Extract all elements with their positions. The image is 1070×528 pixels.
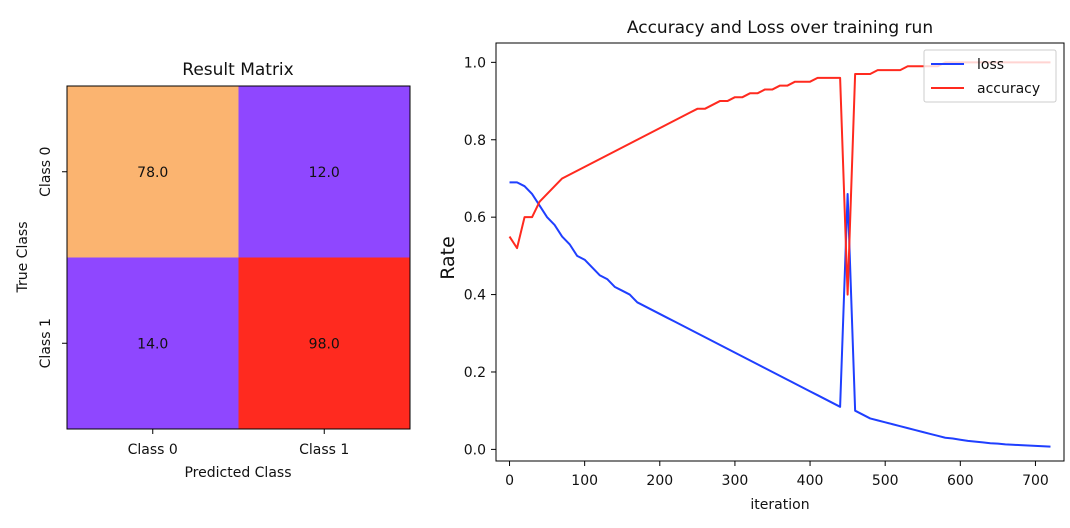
y-tick-label: 1.0 xyxy=(464,55,486,71)
x-tick-label: 700 xyxy=(1022,473,1049,489)
confusion-matrix-chart: Result Matrix 78.0 12.014.0 98.0 Class 0 Cl… xyxy=(15,60,411,481)
y-tick-label: 0.4 xyxy=(464,288,486,304)
matrix-cell-r1-c1 xyxy=(238,257,410,429)
x-tick-label: 100 xyxy=(571,473,598,489)
matrix-title: Result Matrix xyxy=(182,60,293,80)
x-tick-label: 600 xyxy=(947,473,974,489)
matrix-value-r1-c0: 14.0 xyxy=(137,336,168,352)
legend: loss accuracy xyxy=(923,49,1057,103)
matrix-x-label: Predicted Class xyxy=(184,465,291,481)
x-tick-label: 400 xyxy=(797,473,824,489)
plot-frame xyxy=(495,42,1065,462)
matrix-x-ticks: Class 0 Class 1 xyxy=(128,429,349,458)
matrix-y-tick-label: Class 1 xyxy=(38,318,54,368)
line-chart-title: Accuracy and Loss over training run xyxy=(627,18,933,38)
x-tick-label: 200 xyxy=(646,473,673,489)
matrix-cell-r0-c0 xyxy=(67,86,239,258)
matrix-x-tick-label: Class 1 xyxy=(299,442,349,458)
matrix-x-tick-label: Class 0 xyxy=(128,442,178,458)
line-x-label: iteration xyxy=(750,497,809,513)
matrix-cell-r1-c0 xyxy=(67,257,239,429)
matrix-cell-r0-c1 xyxy=(238,86,410,258)
matrix-cells: 78.0 12.0 14.0 98.0 xyxy=(67,86,410,429)
matrix-y-ticks: Class 0 Class 1 xyxy=(38,147,67,368)
y-tick-label: 0.2 xyxy=(464,365,486,381)
y-tick-label: 0.8 xyxy=(464,133,486,149)
legend-label-loss: loss xyxy=(977,57,1004,73)
matrix-frame xyxy=(66,85,411,430)
matrix-y-tick-label: Class 0 xyxy=(38,147,54,197)
line-x-ticks: 0 100 200 300 400 500 600 700 xyxy=(505,461,1049,489)
matrix-value-r1-c1: 98.0 xyxy=(309,336,340,352)
legend-label-accuracy: accuracy xyxy=(977,81,1040,97)
x-tick-label: 300 xyxy=(722,473,749,489)
matrix-value-r0-c1: 12.0 xyxy=(309,165,340,181)
matrix-value-r0-c0: 78.0 xyxy=(137,165,168,181)
series-line-loss xyxy=(509,181,1051,448)
matrix-y-label: True Class xyxy=(15,221,31,293)
training-line-chart: Accuracy and Loss over training run 0 100… xyxy=(437,18,1065,513)
line-y-ticks: 0.0 0.2 0.4 0.6 0.8 1.0 xyxy=(464,55,496,458)
x-tick-label: 500 xyxy=(872,473,899,489)
line-series-group xyxy=(508,61,1051,448)
line-y-label: Rate xyxy=(437,236,459,280)
y-tick-label: 0.0 xyxy=(464,442,486,458)
y-tick-label: 0.6 xyxy=(464,210,486,226)
x-tick-label: 0 xyxy=(505,473,514,489)
